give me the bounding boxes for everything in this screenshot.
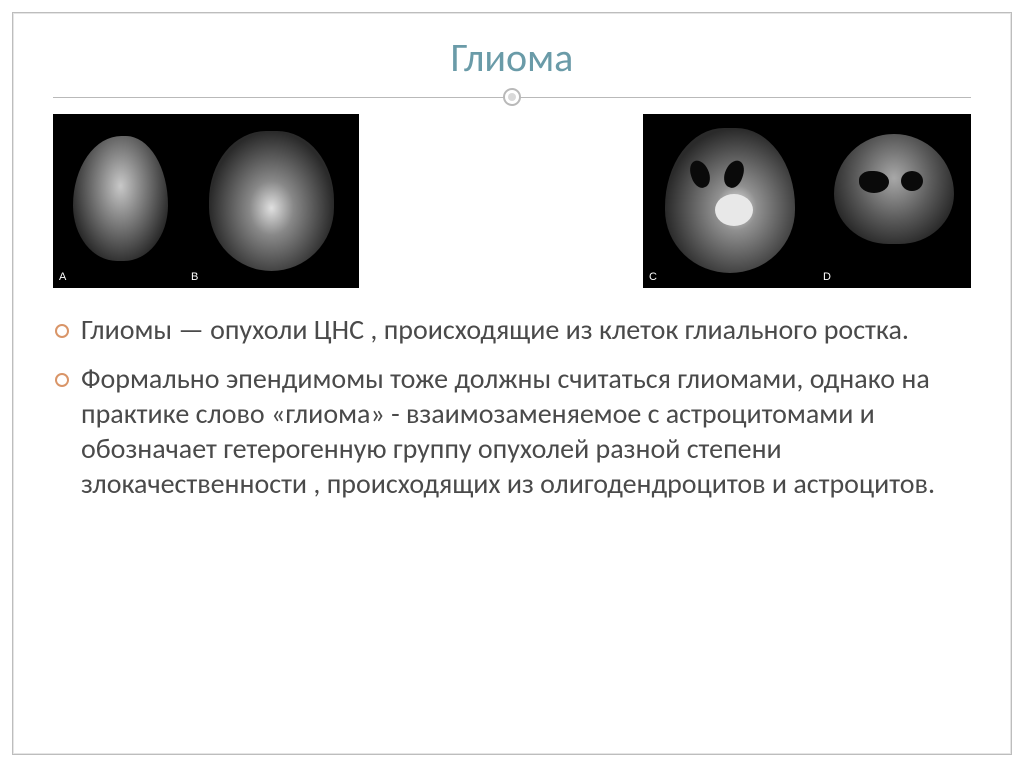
panel-label: A <box>59 271 66 283</box>
bullet-item: Глиомы — опухоли ЦНС , происходящие из к… <box>81 312 971 347</box>
ventricle-shape <box>901 171 923 191</box>
ventricle-shape <box>859 171 889 193</box>
brain-axial-icon <box>209 131 334 271</box>
slide-frame: Глиома A B C <box>12 12 1012 755</box>
brain-coronal-icon <box>834 134 954 244</box>
mri-panel-a: A <box>55 116 183 286</box>
mri-panel-c: C <box>645 116 815 286</box>
mri-image-row: A B C D <box>53 114 971 288</box>
brain-sagittal-icon <box>73 136 168 261</box>
slide-title: Глиома <box>53 33 971 82</box>
mri-group-left: A B <box>53 114 359 288</box>
bullet-item: Формально эпендимомы тоже должны считать… <box>81 361 971 501</box>
lesion-shape <box>715 194 753 226</box>
bullet-list: Глиомы — опухоли ЦНС , происходящие из к… <box>53 312 971 501</box>
panel-label: C <box>649 271 657 283</box>
divider-ornament-icon <box>503 88 521 106</box>
mri-panel-d: D <box>819 116 969 286</box>
mri-group-right: C D <box>643 114 971 288</box>
title-divider <box>53 88 971 106</box>
mri-panel-b: B <box>187 116 357 286</box>
panel-label: B <box>191 271 198 283</box>
panel-label: D <box>823 271 831 283</box>
